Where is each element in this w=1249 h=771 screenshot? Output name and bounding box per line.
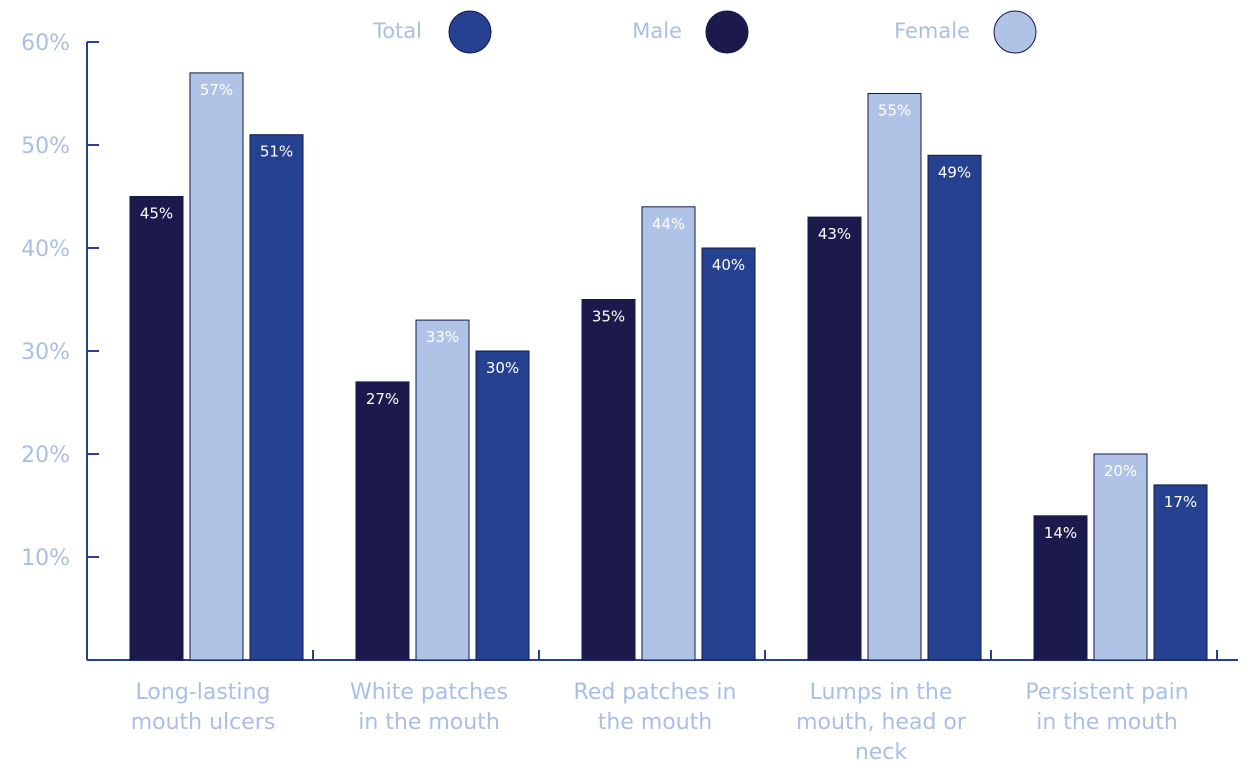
bar-female — [189, 72, 244, 661]
y-tick-label: 60% — [21, 31, 70, 56]
y-tick-label: 50% — [21, 134, 70, 159]
bar-total — [249, 134, 304, 661]
bar-total — [475, 350, 530, 661]
y-tick-label: 30% — [21, 340, 70, 365]
x-category-label: the mouth — [598, 710, 713, 735]
bar-female — [867, 93, 922, 661]
x-category-label: Lumps in the — [810, 680, 953, 705]
x-category-label: Red patches in — [574, 680, 737, 705]
data-label: 33% — [426, 328, 459, 346]
bar-male — [581, 299, 636, 661]
x-category-label: Long-lasting — [136, 680, 271, 705]
x-category-label: White patches — [350, 680, 508, 705]
bar-female — [641, 206, 696, 661]
bar-female — [415, 319, 470, 661]
x-category-label: Persistent pain — [1025, 680, 1188, 705]
bar-male — [807, 216, 862, 661]
data-label: 20% — [1104, 462, 1137, 480]
data-label: 27% — [366, 390, 399, 408]
y-tick-label: 40% — [21, 237, 70, 262]
legend-swatch-total — [448, 10, 492, 54]
bar-total — [927, 154, 982, 661]
data-label: 30% — [486, 359, 519, 377]
data-label: 35% — [592, 308, 625, 326]
data-label: 14% — [1044, 524, 1077, 542]
y-tick-label: 20% — [21, 443, 70, 468]
x-category-label: neck — [855, 740, 908, 765]
data-label: 40% — [712, 256, 745, 274]
data-label: 49% — [938, 163, 971, 181]
legend-label: Female — [894, 19, 970, 43]
legend-label: Male — [632, 19, 682, 43]
bar-total — [701, 247, 756, 661]
x-category-label: mouth, head or — [796, 710, 967, 735]
y-tick-label: 10% — [21, 546, 70, 571]
bar-male — [1033, 515, 1088, 661]
bar-male — [129, 196, 184, 661]
data-label: 43% — [818, 225, 851, 243]
x-category-label: in the mouth — [358, 710, 500, 735]
data-label: 17% — [1164, 493, 1197, 511]
data-label: 55% — [878, 102, 911, 120]
legend-label: Total — [372, 19, 422, 43]
x-category-label: mouth ulcers — [131, 710, 276, 735]
data-label: 44% — [652, 215, 685, 233]
legend-swatch-female — [993, 10, 1037, 54]
bar-female — [1093, 453, 1148, 661]
legend-swatch-male — [705, 10, 749, 54]
x-category-label: in the mouth — [1036, 710, 1178, 735]
bar-total — [1153, 484, 1208, 661]
data-label: 57% — [200, 81, 233, 99]
data-label: 51% — [260, 143, 293, 161]
data-label: 45% — [140, 205, 173, 223]
bar-male — [355, 381, 410, 661]
